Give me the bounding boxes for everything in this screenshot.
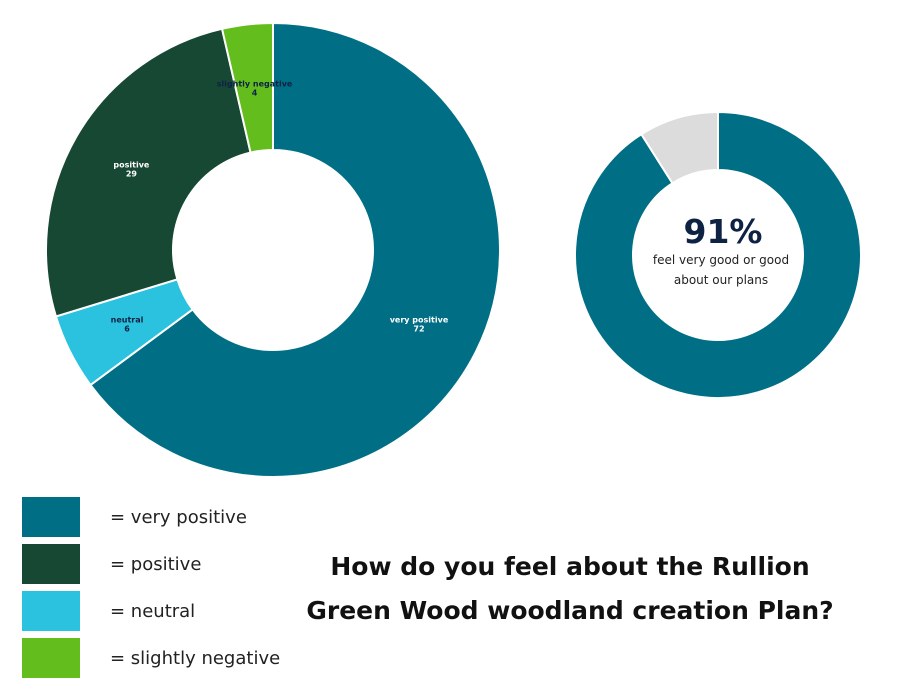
slice-label-slightly-negative: slightly negative 4: [217, 80, 293, 98]
slice-slightly-negative: [220, 21, 274, 154]
slice-segment-1: [574, 110, 862, 399]
summary-donut-chart: 91% feel very good or good about our plans: [574, 110, 862, 399]
center-percentage: 91%: [684, 212, 763, 251]
survey-question: How do you feel about the Rullion Green …: [300, 545, 840, 633]
legend-label-very-positive: = very positive: [110, 507, 247, 528]
legend-label-positive: = positive: [110, 554, 202, 575]
slice-segment-2: [639, 110, 719, 185]
slice-label-neutral: neutral 6: [111, 316, 144, 334]
legend-label-slightly-negative: = slightly negative: [110, 648, 281, 669]
slice-positive: [45, 27, 252, 318]
question-line-1: How do you feel about the Rullion: [330, 552, 810, 581]
center-caption-line-2: about our plans: [674, 273, 768, 287]
legend-swatch-neutral: [22, 591, 80, 631]
legend-swatch-slightly-negative: [22, 638, 80, 678]
legend-item-very-positive: = very positive: [22, 497, 312, 544]
center-caption-line-1: feel very good or good: [653, 253, 789, 267]
question-line-2: Green Wood woodland creation Plan?: [306, 596, 834, 625]
slice-very-positive: [89, 21, 501, 478]
slice-label-positive: positive 29: [113, 160, 150, 178]
main-donut-chart: very positive 72 neutral 6 positive 29 slightl…: [45, 21, 501, 478]
legend-item-neutral: = neutral: [22, 591, 312, 638]
legend-swatch-positive: [22, 544, 80, 584]
legend-label-neutral: = neutral: [110, 601, 196, 622]
legend-item-positive: = positive: [22, 544, 312, 591]
legend-swatch-very-positive: [22, 497, 80, 537]
slice-label-very-positive: very positive 72: [390, 316, 449, 334]
legend-item-slightly-negative: = slightly negative: [22, 638, 312, 685]
legend: = very positive = positive = neutral = s…: [22, 497, 312, 685]
